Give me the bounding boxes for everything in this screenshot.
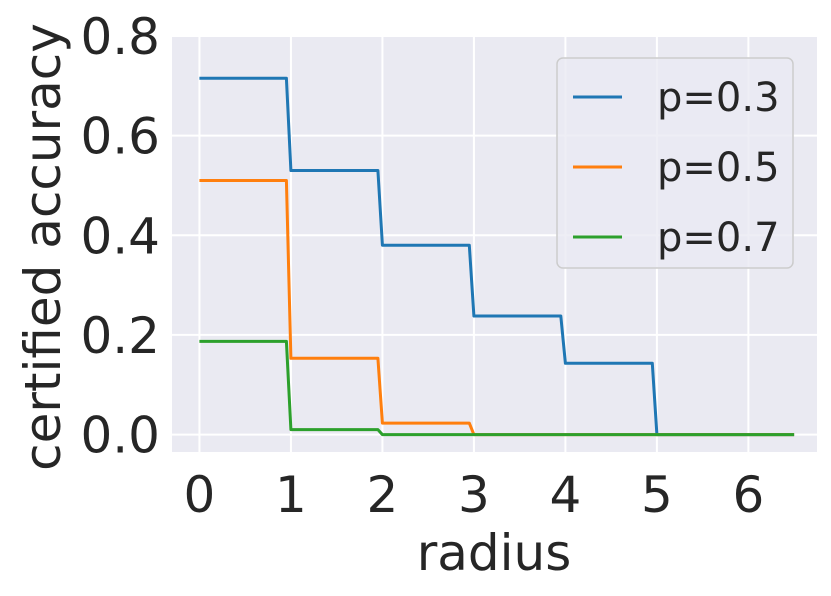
series-line-2 bbox=[199, 179, 795, 437]
x-axis-label: radius bbox=[417, 524, 572, 582]
y-tick-label: 0.8 bbox=[80, 8, 160, 66]
y-tick-label: 0.6 bbox=[80, 108, 160, 166]
x-tick-label: 3 bbox=[458, 466, 490, 524]
y-tick-label: 0.2 bbox=[80, 307, 160, 365]
y-tick-label: 0.4 bbox=[80, 207, 160, 265]
x-tick-label: 4 bbox=[549, 466, 581, 524]
x-tick-label: 6 bbox=[732, 466, 764, 524]
series-line-3 bbox=[199, 339, 795, 437]
x-tick-label: 5 bbox=[641, 466, 673, 524]
legend-label-3: p=0.7 bbox=[657, 215, 780, 261]
tick-labels: 0 1 2 3 4 5 6 0.0 0.2 0.4 0.6 0.8 bbox=[80, 8, 764, 524]
y-axis-label: certified accuracy bbox=[14, 23, 72, 471]
x-tick-label: 0 bbox=[184, 466, 216, 524]
series-layer bbox=[199, 76, 795, 437]
legend-label-1: p=0.3 bbox=[657, 75, 780, 121]
y-tick-label: 0.0 bbox=[80, 407, 160, 465]
x-tick-label: 2 bbox=[367, 466, 399, 524]
x-tick-label: 1 bbox=[275, 466, 307, 524]
legend: p=0.3 p=0.5 p=0.7 bbox=[556, 57, 794, 269]
series-line-1 bbox=[199, 76, 795, 437]
legend-box bbox=[556, 57, 794, 269]
legend-label-2: p=0.5 bbox=[657, 145, 780, 191]
